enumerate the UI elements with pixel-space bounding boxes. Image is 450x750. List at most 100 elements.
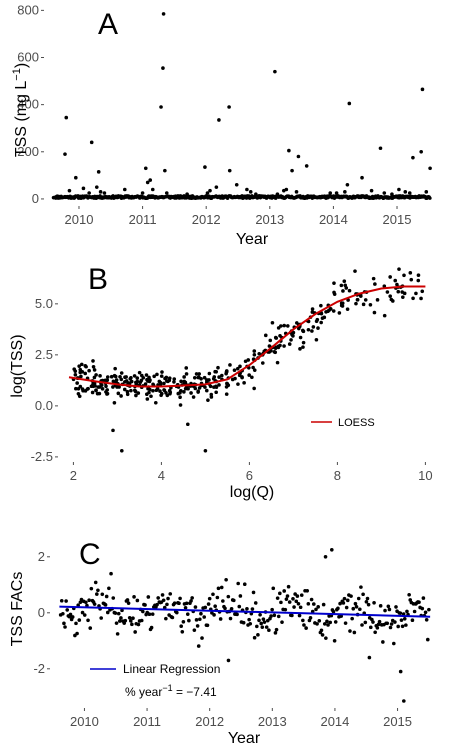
panel-c: C -2 0 2 2010 2011 2012 2013 2014 2015 Linear R… [9,538,431,747]
data-point [257,618,261,623]
data-point [419,149,423,154]
data-point [128,376,133,381]
panel-a: A 0 200 400 600 800 2010 2011 2012 2013 2014 2015… [11,2,432,248]
data-point [310,609,315,614]
data-point [147,375,151,380]
data-point [104,384,108,388]
data-point [162,388,166,392]
data-point [145,180,150,185]
data-point [211,592,215,597]
data-point [389,622,394,626]
data-point [373,630,377,635]
data-point [254,192,258,197]
data-point [182,375,186,379]
data-point [116,391,121,396]
data-point [161,12,166,16]
data-point [343,283,348,288]
data-point [92,381,97,386]
data-point [200,636,204,640]
data-point [286,584,291,589]
data-point [181,619,186,624]
y-tick-label: 400 [17,97,39,112]
data-point [214,185,219,189]
data-point [326,623,330,627]
data-point [109,374,114,379]
data-point [111,596,116,600]
data-point [256,633,260,637]
data-point [85,387,90,391]
data-point [217,118,221,122]
x-tick-label: 2013 [258,714,287,729]
data-point [393,620,397,624]
panel-c-x-ticks: 2010 2011 2012 2013 2014 2015 [70,708,412,729]
data-point [217,375,221,379]
data-point [284,597,289,601]
data-point [178,395,182,400]
data-point [68,612,73,617]
data-point [191,395,196,399]
data-point [257,351,262,356]
data-point [273,69,277,74]
data-point [241,620,246,625]
data-point [427,607,431,612]
data-point [103,603,108,607]
x-tick-label: 4 [158,468,165,483]
data-point [130,622,134,627]
data-point [183,605,188,610]
data-point [282,344,286,348]
data-point [160,391,164,396]
data-point [196,375,201,380]
data-point [87,598,91,603]
data-point [420,606,425,611]
data-point [209,392,214,397]
data-point [184,601,189,606]
data-point [143,166,148,171]
data-point [235,612,239,617]
data-point [283,607,288,612]
data-point [314,337,319,342]
data-point [79,362,84,367]
data-point [314,607,318,612]
data-point [359,294,363,298]
data-point [397,267,401,271]
data-point [320,194,324,199]
data-point [192,375,197,380]
data-point [119,616,123,620]
data-point [205,191,210,195]
data-point [205,378,209,382]
data-point [227,168,232,173]
data-point [62,621,66,626]
data-point [294,599,299,604]
data-point [175,610,179,615]
data-point [412,609,417,614]
data-point [120,448,124,453]
data-point [411,296,415,301]
data-point [164,191,169,195]
data-point [226,594,231,599]
data-point [122,387,127,392]
data-point [248,190,253,194]
data-point [199,611,203,616]
data-point [140,191,145,195]
data-point [296,601,301,606]
data-point [424,618,429,622]
data-point [89,586,94,591]
data-point [285,594,290,598]
data-point [178,596,182,601]
y-tick-label: 200 [17,144,39,159]
data-point [206,398,210,402]
data-point [228,616,233,621]
data-point [341,289,345,293]
data-point [285,324,290,328]
data-point [202,615,207,619]
data-point [390,192,394,197]
data-point [332,281,336,285]
data-point [77,364,81,368]
data-point [203,448,208,453]
data-point [153,400,158,405]
data-point [213,604,217,609]
data-point [203,385,207,389]
data-point [251,365,255,370]
data-point [275,360,280,365]
data-point [274,345,279,350]
